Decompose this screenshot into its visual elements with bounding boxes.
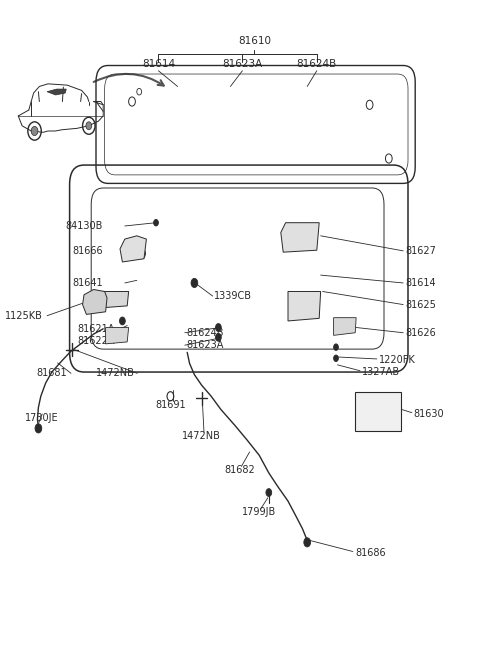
- Text: 1799JB: 1799JB: [242, 507, 276, 517]
- Circle shape: [31, 126, 38, 136]
- Circle shape: [191, 278, 198, 288]
- Text: 81623A: 81623A: [222, 58, 263, 69]
- Polygon shape: [101, 291, 129, 308]
- Text: 81610: 81610: [238, 35, 271, 46]
- Text: 81623A: 81623A: [186, 340, 224, 350]
- Polygon shape: [47, 89, 66, 95]
- Text: 81614: 81614: [142, 58, 175, 69]
- Text: 1327AB: 1327AB: [362, 367, 400, 377]
- Circle shape: [334, 355, 338, 362]
- Text: 1220FK: 1220FK: [379, 355, 416, 365]
- Text: 1339CB: 1339CB: [214, 291, 252, 301]
- Circle shape: [304, 538, 311, 547]
- Text: 1472NB: 1472NB: [96, 368, 134, 379]
- Polygon shape: [106, 328, 129, 344]
- Circle shape: [216, 333, 221, 341]
- Text: 81686: 81686: [355, 548, 386, 559]
- Text: 81622A: 81622A: [78, 335, 115, 346]
- Polygon shape: [281, 223, 319, 252]
- Text: 81621A: 81621A: [78, 324, 115, 335]
- Text: 81681: 81681: [36, 368, 67, 379]
- Polygon shape: [334, 318, 356, 335]
- Circle shape: [154, 219, 158, 226]
- Text: 81627: 81627: [406, 246, 436, 256]
- Text: 81614: 81614: [406, 278, 436, 288]
- Polygon shape: [288, 291, 321, 321]
- Text: 81626: 81626: [406, 328, 436, 338]
- Circle shape: [216, 324, 221, 331]
- Text: 1125KB: 1125KB: [5, 310, 43, 321]
- Text: 81666: 81666: [72, 246, 103, 256]
- Text: 81624B: 81624B: [186, 328, 224, 338]
- Text: 81691: 81691: [155, 400, 186, 410]
- Text: 1730JE: 1730JE: [25, 413, 59, 423]
- Polygon shape: [83, 290, 107, 314]
- Text: 81682: 81682: [225, 464, 255, 475]
- Circle shape: [35, 424, 42, 433]
- Polygon shape: [120, 236, 146, 262]
- Bar: [355, 392, 401, 431]
- Text: 81624B: 81624B: [297, 58, 337, 69]
- Circle shape: [334, 344, 338, 350]
- Circle shape: [120, 317, 125, 325]
- Text: 81641: 81641: [72, 278, 103, 288]
- Circle shape: [86, 122, 92, 130]
- Text: 81630: 81630: [414, 409, 444, 419]
- Circle shape: [266, 489, 272, 496]
- Text: 1472NB: 1472NB: [182, 430, 221, 441]
- Text: 84130B: 84130B: [66, 221, 103, 231]
- Text: 81625: 81625: [406, 299, 436, 310]
